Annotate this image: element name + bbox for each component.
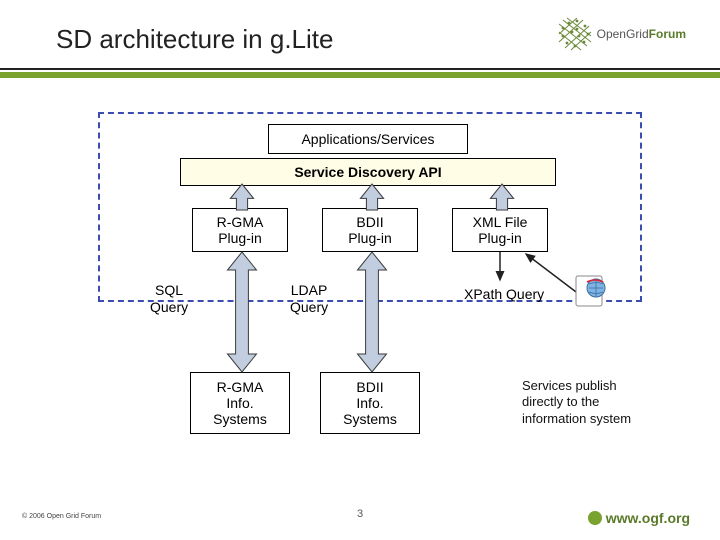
logo-text-b: Forum [649, 27, 686, 41]
grid-icon [557, 16, 593, 52]
rule-green [0, 72, 720, 78]
logo-text-a: OpenGrid [597, 27, 649, 41]
footer-url: www.ogf.org [588, 510, 690, 526]
footer-url-text: www.ogf.org [606, 510, 690, 526]
page-title: SD architecture in g.Lite [56, 24, 333, 55]
rule-black [0, 68, 720, 70]
title-underline [0, 68, 720, 78]
logo-top-text: OpenGridForum [597, 28, 686, 40]
page-number: 3 [357, 508, 363, 520]
slide: SD architecture in g.Lite OpenGridForum [0, 0, 720, 540]
logo-top: OpenGridForum [557, 16, 686, 52]
arrow-layer [90, 112, 650, 482]
footer-dot-icon [588, 511, 602, 525]
diagram: Service Discovery API Applications/Servi… [90, 112, 650, 482]
footer-copyright: © 2006 Open Grid Forum [22, 513, 101, 520]
xml-file-icon [574, 272, 610, 308]
